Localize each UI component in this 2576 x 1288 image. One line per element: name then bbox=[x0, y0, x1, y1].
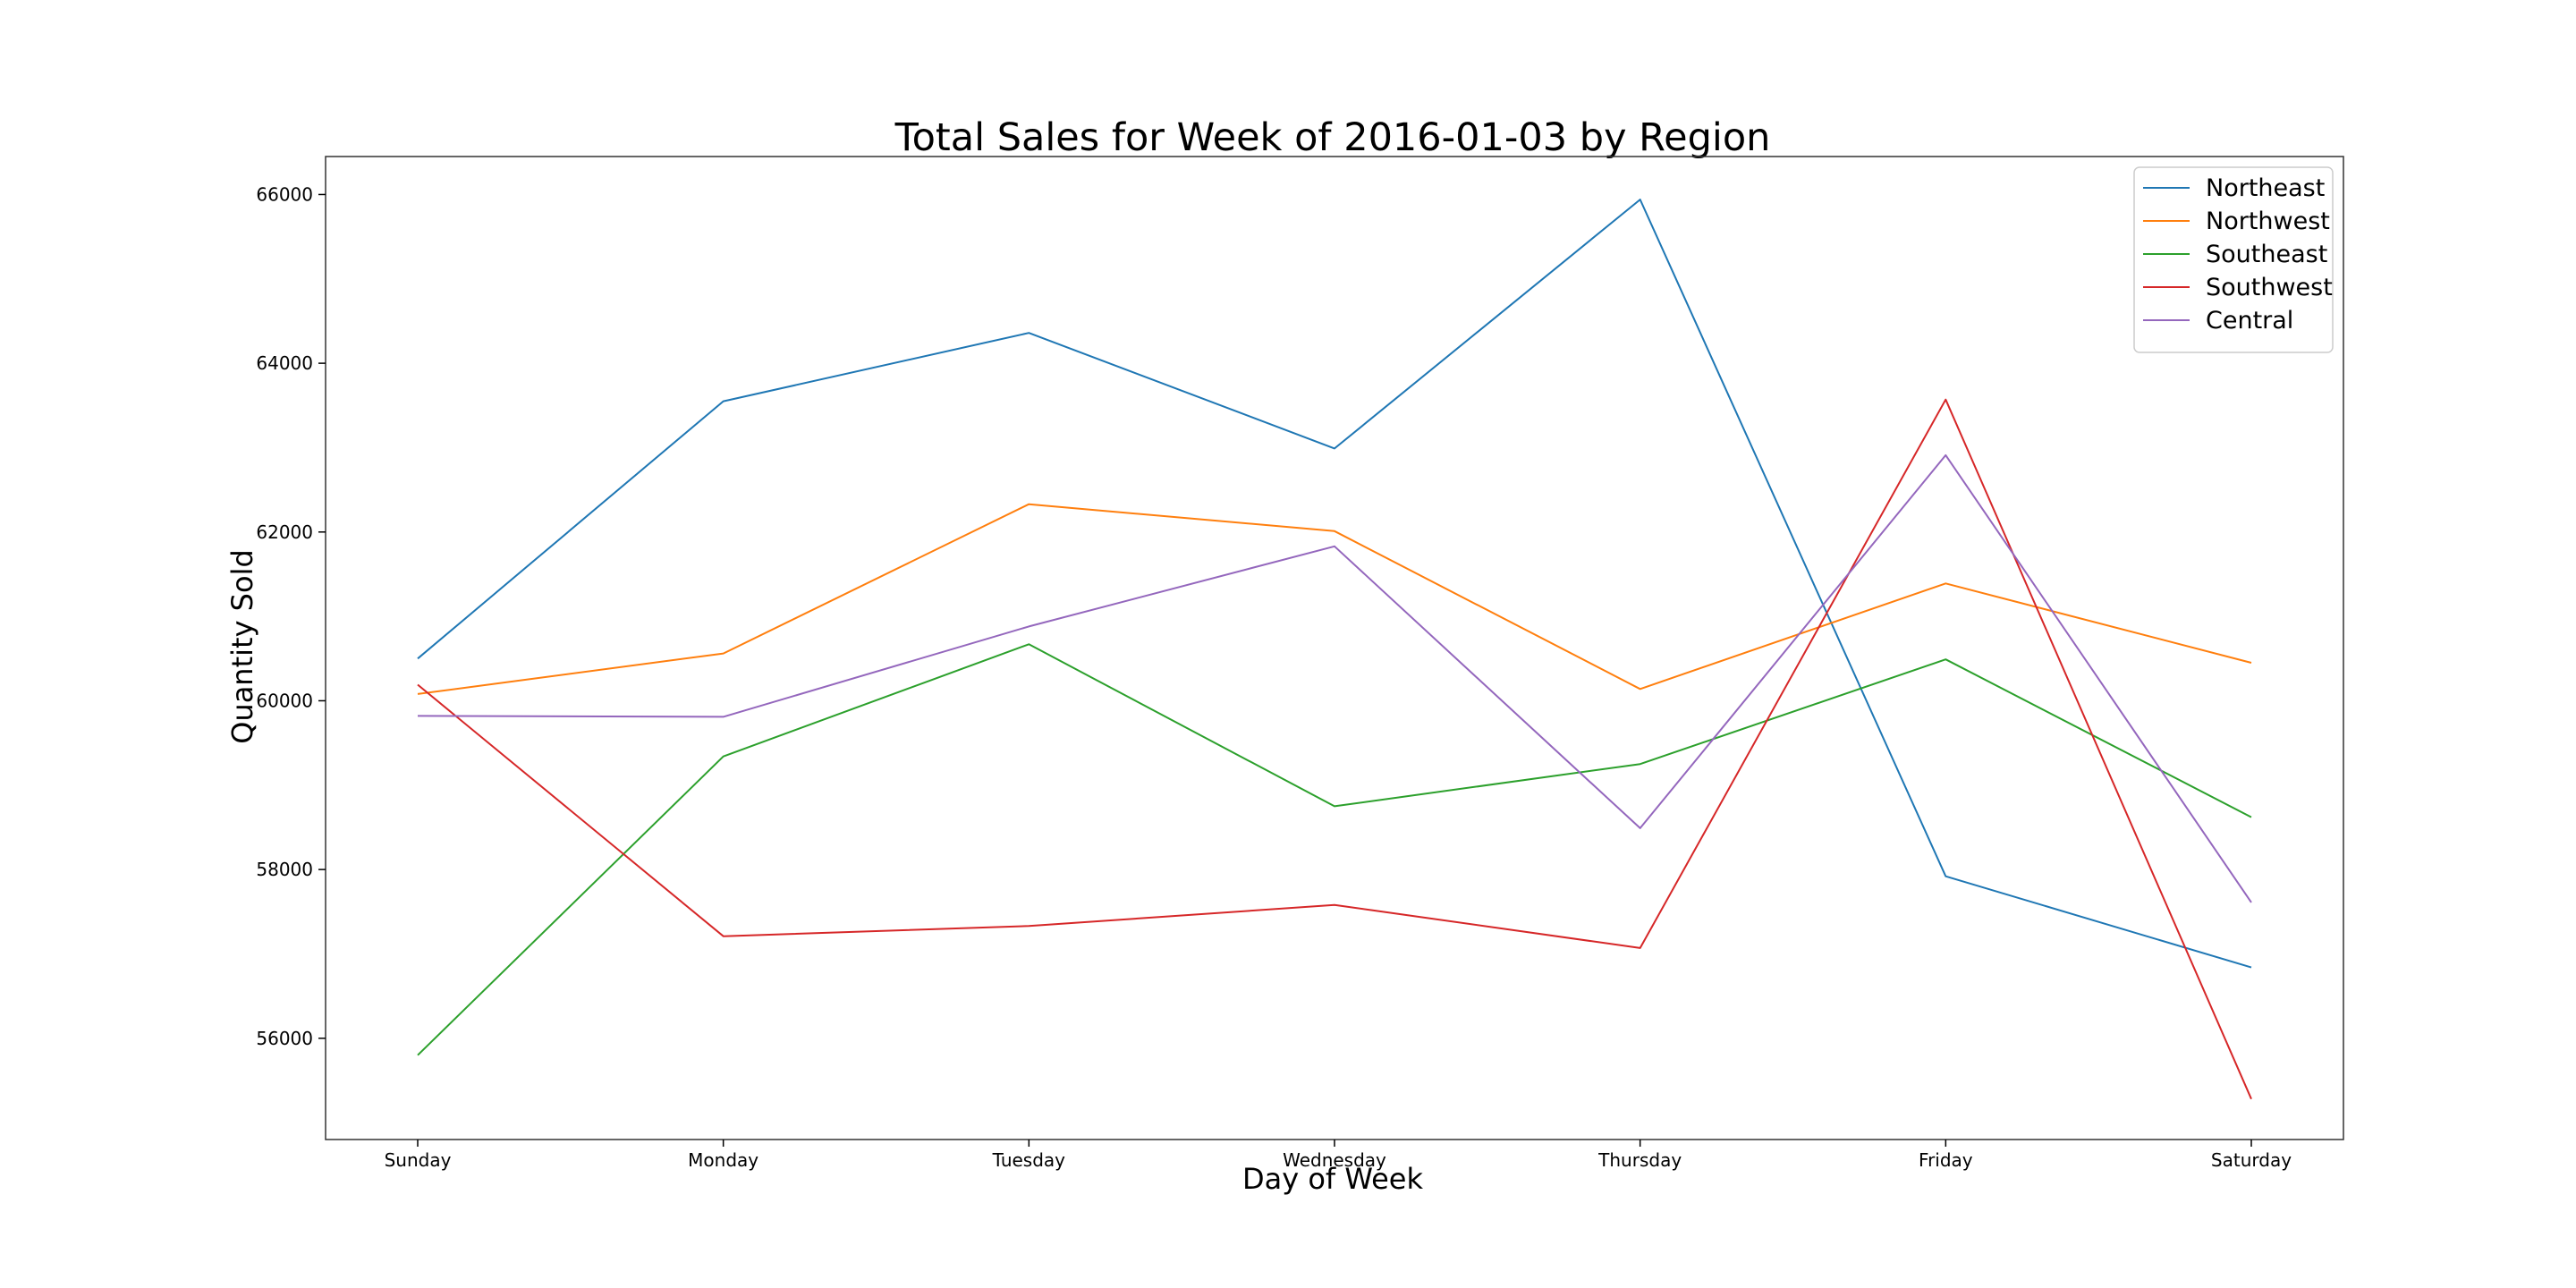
y-tick-label-58000: 58000 bbox=[256, 859, 313, 880]
y-axis-title: Quantity Sold bbox=[225, 549, 259, 744]
legend-label-southwest: Southwest bbox=[2206, 274, 2333, 301]
x-tick-label-friday: Friday bbox=[1919, 1149, 1973, 1171]
x-tick-label-monday: Monday bbox=[688, 1149, 758, 1171]
y-tick-label-62000: 62000 bbox=[256, 521, 313, 543]
x-axis-title: Day of Week bbox=[1242, 1162, 1424, 1196]
plot-area: Sunday Monday Tuesday Wednesday Thursday Frid… bbox=[256, 156, 2344, 1171]
x-tick-label-wednesday: Wednesday bbox=[1283, 1149, 1386, 1171]
series-line-southeast bbox=[417, 643, 2252, 1056]
x-tick-label-sunday: Sunday bbox=[385, 1149, 452, 1171]
legend-label-northwest: Northwest bbox=[2206, 208, 2330, 235]
legend-label-northeast: Northeast bbox=[2206, 174, 2325, 202]
series-line-southwest bbox=[417, 398, 2252, 1100]
x-tick-label-thursday: Thursday bbox=[1597, 1149, 1682, 1171]
legend: Northeast Northwest Southeast Southwest Cent… bbox=[2133, 166, 2334, 353]
series-line-northeast bbox=[417, 199, 2252, 969]
y-tick-label-66000: 66000 bbox=[256, 183, 313, 205]
legend-label-central: Central bbox=[2206, 307, 2293, 335]
y-tick-label-64000: 64000 bbox=[256, 352, 313, 374]
y-tick-label-56000: 56000 bbox=[256, 1028, 313, 1049]
series-line-northwest bbox=[417, 503, 2252, 695]
plot-frame bbox=[325, 156, 2344, 1140]
x-tick-label-tuesday: Tuesday bbox=[992, 1149, 1066, 1171]
y-tick-label-60000: 60000 bbox=[256, 690, 313, 711]
series-line-central bbox=[417, 453, 2252, 903]
legend-box bbox=[2133, 166, 2334, 353]
chart-title: Total Sales for Week of 2016-01-03 by Re… bbox=[894, 115, 1771, 160]
legend-label-southeast: Southeast bbox=[2206, 241, 2327, 268]
x-tick-label-saturday: Saturday bbox=[2211, 1149, 2292, 1171]
